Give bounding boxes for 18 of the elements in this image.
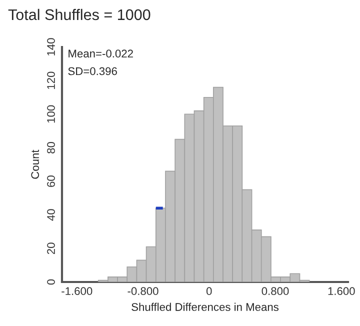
x-tick-label: 0.800	[262, 287, 289, 296]
annotation: Mean=-0.022	[68, 50, 133, 58]
y-tick-label: 140	[47, 38, 55, 56]
y-axis-title: Count	[31, 150, 40, 179]
chart-title: Total Shuffles = 1000	[8, 8, 150, 20]
x-tick-label: -0.800	[128, 287, 158, 296]
x-axis-title: Shuffled Differences in Means	[132, 302, 279, 311]
x-tick-label: 1.600	[328, 287, 355, 296]
y-tick-label: 40	[47, 209, 55, 221]
y-tick-label: 60	[47, 176, 55, 187]
y-tick-label: 20	[47, 242, 55, 254]
x-tick-label: 0	[206, 287, 212, 296]
y-tick-label: 100	[47, 105, 55, 123]
y-tick-label: 120	[47, 72, 55, 89]
y-tick-label: 0	[47, 279, 55, 285]
annotation: SD=0.396	[68, 67, 117, 76]
y-tick-label: 80	[47, 142, 55, 154]
x-tick-label: -1.600	[62, 287, 92, 296]
